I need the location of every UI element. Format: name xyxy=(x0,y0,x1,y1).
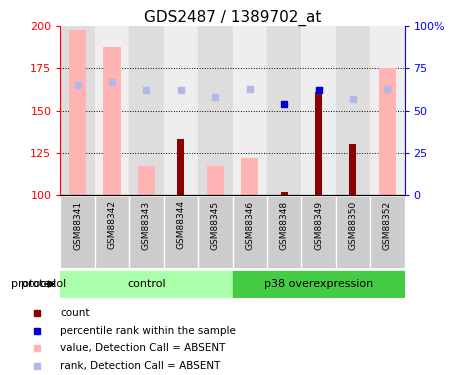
Title: GDS2487 / 1389702_at: GDS2487 / 1389702_at xyxy=(144,10,321,26)
Text: GSM88341: GSM88341 xyxy=(73,200,82,250)
Bar xyxy=(95,26,129,195)
Text: value, Detection Call = ABSENT: value, Detection Call = ABSENT xyxy=(60,344,226,354)
Bar xyxy=(301,26,336,195)
Bar xyxy=(350,144,356,195)
Bar xyxy=(60,26,95,195)
Text: GSM88345: GSM88345 xyxy=(211,200,220,250)
Text: GSM88346: GSM88346 xyxy=(245,200,254,250)
Bar xyxy=(232,272,405,297)
Bar xyxy=(198,26,232,195)
Bar xyxy=(370,26,405,195)
Bar xyxy=(206,166,224,195)
Text: rank, Detection Call = ABSENT: rank, Detection Call = ABSENT xyxy=(60,361,221,371)
Text: control: control xyxy=(127,279,166,289)
Text: GSM88344: GSM88344 xyxy=(176,200,186,249)
Bar xyxy=(129,26,164,195)
Text: protocol: protocol xyxy=(11,279,56,289)
Bar xyxy=(178,140,184,195)
Bar xyxy=(379,68,396,195)
Text: GSM88342: GSM88342 xyxy=(107,200,117,249)
Bar xyxy=(241,158,259,195)
Bar xyxy=(69,30,86,195)
Bar xyxy=(138,166,155,195)
Bar xyxy=(60,272,232,297)
Text: GSM88343: GSM88343 xyxy=(142,200,151,250)
Text: GSM88348: GSM88348 xyxy=(279,200,289,250)
Text: count: count xyxy=(60,308,90,318)
Text: GSM88352: GSM88352 xyxy=(383,200,392,250)
Text: p38 overexpression: p38 overexpression xyxy=(264,279,373,289)
Text: GSM88350: GSM88350 xyxy=(348,200,358,250)
Bar xyxy=(232,26,267,195)
Text: GSM88349: GSM88349 xyxy=(314,200,323,250)
Text: percentile rank within the sample: percentile rank within the sample xyxy=(60,326,236,336)
Text: protocol: protocol xyxy=(21,279,66,289)
Bar xyxy=(164,26,198,195)
Bar xyxy=(281,192,287,195)
Bar xyxy=(315,92,322,195)
Bar xyxy=(336,26,370,195)
Bar xyxy=(267,26,301,195)
Bar xyxy=(103,46,121,195)
